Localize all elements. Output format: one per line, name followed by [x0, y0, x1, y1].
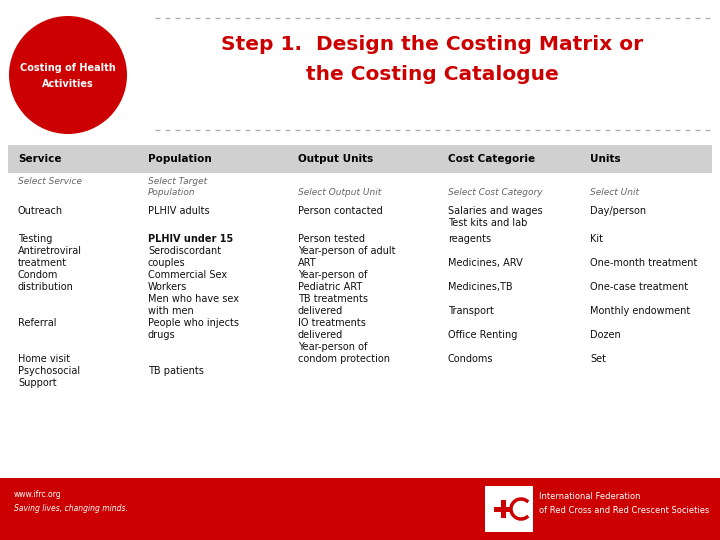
Text: Psychosocial: Psychosocial: [18, 366, 80, 376]
Text: Population: Population: [148, 188, 196, 197]
Text: Medicines, ARV: Medicines, ARV: [448, 258, 523, 268]
Text: condom protection: condom protection: [298, 354, 390, 364]
Text: Cost Categorie: Cost Categorie: [448, 154, 535, 164]
Text: Select Service: Select Service: [18, 177, 82, 186]
Text: Select Target: Select Target: [148, 177, 207, 186]
Text: Select Unit: Select Unit: [590, 188, 639, 197]
Text: Costing of Health: Costing of Health: [20, 63, 116, 73]
Text: Year-person of: Year-person of: [298, 270, 367, 280]
Ellipse shape: [9, 16, 127, 134]
Text: Test kits and lab: Test kits and lab: [448, 218, 527, 228]
Text: Saving lives, changing minds.: Saving lives, changing minds.: [14, 504, 128, 513]
Text: the Costing Catalogue: the Costing Catalogue: [306, 65, 559, 84]
Text: Monthly endowment: Monthly endowment: [590, 306, 690, 316]
Text: Person tested: Person tested: [298, 234, 365, 244]
FancyBboxPatch shape: [8, 145, 712, 173]
Text: Medicines,TB: Medicines,TB: [448, 282, 513, 292]
FancyBboxPatch shape: [494, 507, 512, 511]
Text: Testing: Testing: [18, 234, 53, 244]
Text: Commercial Sex: Commercial Sex: [148, 270, 227, 280]
Text: TB patients: TB patients: [148, 366, 204, 376]
Text: International Federation: International Federation: [539, 492, 641, 501]
FancyBboxPatch shape: [500, 500, 505, 518]
Text: PLHIV under 15: PLHIV under 15: [148, 234, 233, 244]
Text: Condoms: Condoms: [448, 354, 493, 364]
FancyBboxPatch shape: [485, 486, 533, 532]
Text: Office Renting: Office Renting: [448, 330, 518, 340]
Text: TB treatments: TB treatments: [298, 294, 368, 304]
Text: Outreach: Outreach: [18, 206, 63, 216]
Text: Workers: Workers: [148, 282, 187, 292]
Text: Salaries and wages: Salaries and wages: [448, 206, 543, 216]
Text: Dozen: Dozen: [590, 330, 621, 340]
Text: IO treatments: IO treatments: [298, 318, 366, 328]
Text: www.ifrc.org: www.ifrc.org: [14, 490, 62, 499]
Text: Antiretroviral: Antiretroviral: [18, 246, 82, 256]
Text: Referral: Referral: [18, 318, 56, 328]
Text: Year-person of: Year-person of: [298, 342, 367, 352]
Text: delivered: delivered: [298, 330, 343, 340]
Text: Units: Units: [590, 154, 621, 164]
Text: Pediatric ART: Pediatric ART: [298, 282, 362, 292]
Text: distribution: distribution: [18, 282, 74, 292]
Text: drugs: drugs: [148, 330, 176, 340]
Text: with men: with men: [148, 306, 194, 316]
Text: Service: Service: [18, 154, 61, 164]
Text: Activities: Activities: [42, 79, 94, 89]
Text: Condom: Condom: [18, 270, 58, 280]
Text: Select Output Unit: Select Output Unit: [298, 188, 382, 197]
Text: Person contacted: Person contacted: [298, 206, 383, 216]
Text: One-case treatment: One-case treatment: [590, 282, 688, 292]
Text: Day/person: Day/person: [590, 206, 646, 216]
Text: Support: Support: [18, 378, 57, 388]
Text: Year-person of adult: Year-person of adult: [298, 246, 395, 256]
Text: Set: Set: [590, 354, 606, 364]
Text: Population: Population: [148, 154, 212, 164]
Text: delivered: delivered: [298, 306, 343, 316]
Text: ART: ART: [298, 258, 317, 268]
Text: PLHIV adults: PLHIV adults: [148, 206, 210, 216]
Text: Output Units: Output Units: [298, 154, 373, 164]
Text: of Red Cross and Red Crescent Societies: of Red Cross and Red Crescent Societies: [539, 506, 709, 515]
Text: treatment: treatment: [18, 258, 67, 268]
Text: Serodiscordant: Serodiscordant: [148, 246, 221, 256]
Text: Step 1.  Design the Costing Matrix or: Step 1. Design the Costing Matrix or: [222, 36, 644, 55]
Text: People who injects: People who injects: [148, 318, 239, 328]
Text: One-month treatment: One-month treatment: [590, 258, 698, 268]
Text: Select Cost Category: Select Cost Category: [448, 188, 543, 197]
Text: Home visit: Home visit: [18, 354, 70, 364]
Text: couples: couples: [148, 258, 186, 268]
Text: Men who have sex: Men who have sex: [148, 294, 239, 304]
Text: Kit: Kit: [590, 234, 603, 244]
FancyBboxPatch shape: [0, 478, 720, 540]
Text: reagents: reagents: [448, 234, 491, 244]
Text: Transport: Transport: [448, 306, 494, 316]
